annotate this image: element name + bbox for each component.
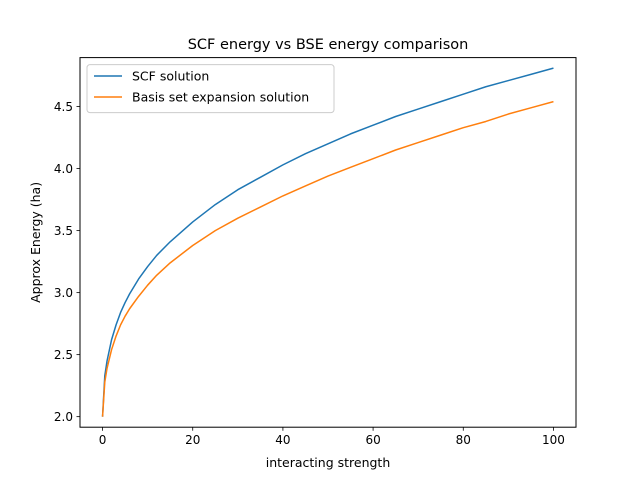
x-tick-label: 20 [185, 433, 200, 447]
series-line-scf [101, 67, 554, 417]
plot-area: 0 20 40 60 80 100 2.0 2.5 3.0 3.5 4.0 4.5 [54, 57, 577, 447]
series-lines [101, 67, 554, 417]
y-tick-label: 3.0 [54, 286, 73, 300]
y-tick-label: 2.5 [54, 348, 73, 362]
y-tick-label: 4.5 [54, 100, 73, 114]
plot-frame [79, 57, 577, 428]
x-axis-ticks: 0 20 40 60 80 100 [99, 427, 565, 447]
legend-label-bse: Basis set expansion solution [132, 90, 309, 105]
chart-title: SCF energy vs BSE energy comparison [188, 37, 469, 53]
x-tick-label: 0 [99, 433, 107, 447]
x-tick-label: 100 [542, 433, 565, 447]
x-tick-label: 60 [365, 433, 380, 447]
legend-label-scf: SCF solution [132, 69, 209, 84]
y-axis-label: Approx Energy (ha) [28, 182, 43, 303]
x-tick-label: 80 [456, 433, 471, 447]
x-axis-label: interacting strength [266, 455, 391, 470]
y-tick-label: 3.5 [54, 224, 73, 238]
x-tick-label: 40 [275, 433, 290, 447]
legend: SCF solution Basis set expansion solutio… [86, 64, 335, 114]
y-tick-label: 2.0 [54, 410, 73, 424]
y-axis-ticks: 2.0 2.5 3.0 3.5 4.0 4.5 [54, 100, 80, 424]
legend-box [86, 64, 335, 114]
y-tick-label: 4.0 [54, 162, 73, 176]
series-line-bse [101, 100, 554, 417]
